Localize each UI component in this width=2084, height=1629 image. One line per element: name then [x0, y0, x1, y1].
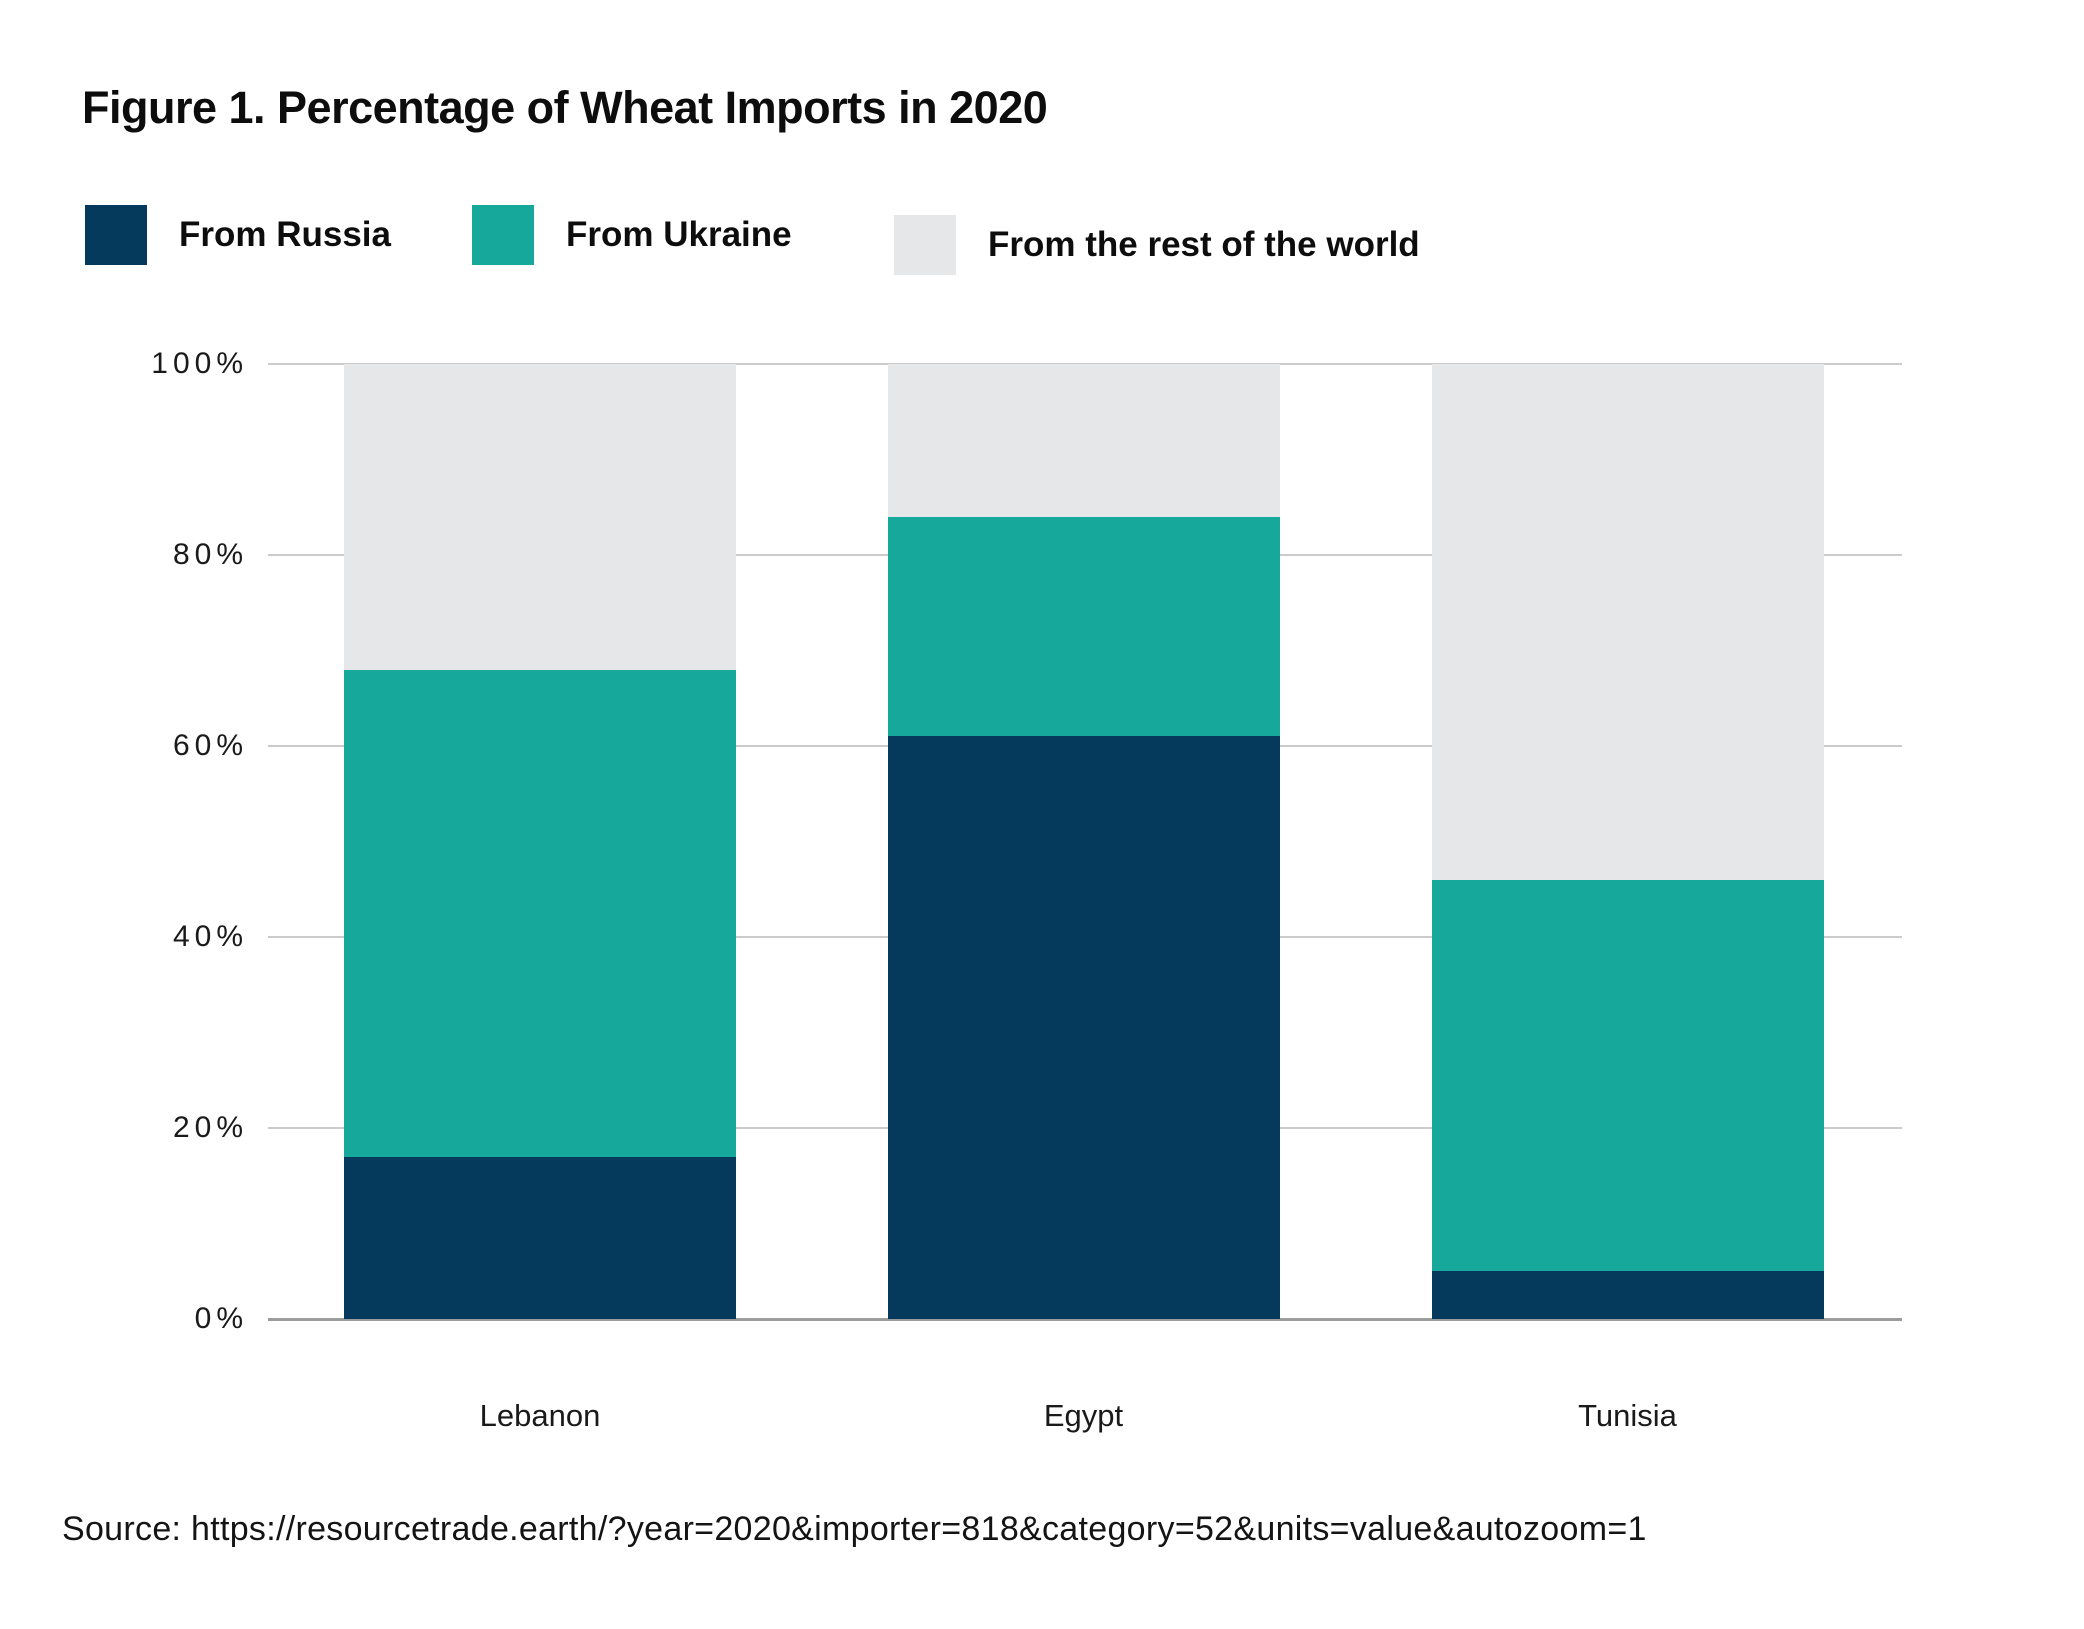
- legend-swatch-ukraine: [472, 205, 534, 265]
- legend-item-ukraine: From Ukraine: [472, 205, 792, 265]
- y-tick-label: 100%: [151, 347, 248, 380]
- figure-title: Figure 1. Percentage of Wheat Imports in…: [82, 82, 1048, 133]
- legend-item-rest-of-world: From the rest of the world: [894, 215, 1420, 275]
- bar-segment-ukraine: [1431, 879, 1824, 1272]
- y-tick-label: 20%: [172, 1111, 248, 1144]
- bar-egypt: [887, 364, 1280, 1319]
- y-tick-label: 60%: [172, 729, 248, 762]
- legend-swatch-rest-of-world: [894, 215, 956, 275]
- bar-segment-rest: [887, 364, 1280, 517]
- x-axis-line: [268, 1318, 1902, 1321]
- bar-segment-russia: [1431, 1271, 1824, 1319]
- category-label-lebanon: Lebanon: [479, 1398, 601, 1433]
- bar-segment-russia: [344, 1156, 736, 1319]
- legend-label-russia: From Russia: [179, 215, 391, 254]
- bar-segment-ukraine: [887, 516, 1280, 737]
- bar-segment-rest: [344, 364, 736, 670]
- bar-segment-ukraine: [344, 669, 736, 1157]
- legend-item-russia: From Russia: [85, 205, 391, 265]
- bar-segment-rest: [1431, 364, 1824, 880]
- y-tick-label: 0%: [194, 1302, 248, 1335]
- legend-swatch-russia: [85, 205, 147, 265]
- y-tick-label: 40%: [172, 920, 248, 953]
- legend-label-rest-of-world: From the rest of the world: [988, 225, 1420, 264]
- y-tick-label: 80%: [172, 538, 248, 571]
- bar-segment-russia: [887, 736, 1280, 1319]
- bar-tunisia: [1431, 364, 1824, 1319]
- category-label-tunisia: Tunisia: [1578, 1398, 1677, 1433]
- bar-lebanon: [344, 364, 736, 1319]
- legend-label-ukraine: From Ukraine: [566, 215, 792, 254]
- source-line: Source: https://resourcetrade.earth/?yea…: [62, 1510, 1647, 1548]
- category-label-egypt: Egypt: [1043, 1398, 1124, 1433]
